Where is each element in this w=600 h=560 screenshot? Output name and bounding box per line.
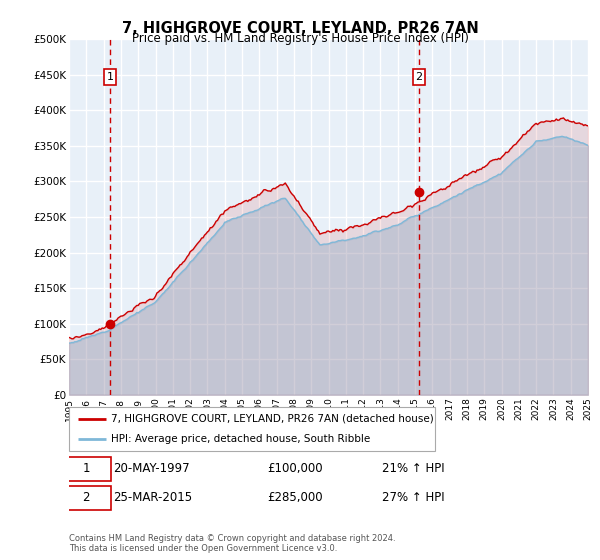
- Text: £285,000: £285,000: [268, 491, 323, 505]
- Text: HPI: Average price, detached house, South Ribble: HPI: Average price, detached house, Sout…: [111, 434, 370, 444]
- FancyBboxPatch shape: [69, 407, 435, 451]
- Text: 7, HIGHGROVE COURT, LEYLAND, PR26 7AN: 7, HIGHGROVE COURT, LEYLAND, PR26 7AN: [122, 21, 478, 36]
- Text: 2: 2: [82, 491, 90, 505]
- Text: 20-MAY-1997: 20-MAY-1997: [113, 462, 190, 475]
- Text: 2: 2: [415, 72, 422, 82]
- Text: Price paid vs. HM Land Registry's House Price Index (HPI): Price paid vs. HM Land Registry's House …: [131, 32, 469, 45]
- Text: 21% ↑ HPI: 21% ↑ HPI: [382, 462, 445, 475]
- Text: 7, HIGHGROVE COURT, LEYLAND, PR26 7AN (detached house): 7, HIGHGROVE COURT, LEYLAND, PR26 7AN (d…: [111, 414, 434, 424]
- Text: 25-MAR-2015: 25-MAR-2015: [113, 491, 193, 505]
- Text: £100,000: £100,000: [268, 462, 323, 475]
- FancyBboxPatch shape: [61, 486, 111, 510]
- FancyBboxPatch shape: [61, 457, 111, 480]
- Text: Contains HM Land Registry data © Crown copyright and database right 2024.
This d: Contains HM Land Registry data © Crown c…: [69, 534, 395, 553]
- Text: 1: 1: [107, 72, 113, 82]
- Text: 1: 1: [82, 462, 90, 475]
- Text: 27% ↑ HPI: 27% ↑ HPI: [382, 491, 445, 505]
